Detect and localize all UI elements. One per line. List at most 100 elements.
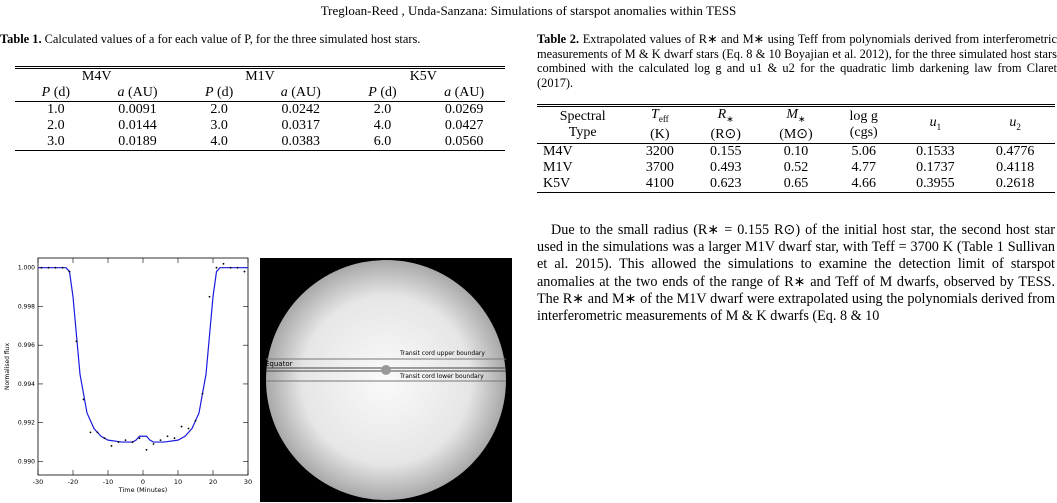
table-cell: 5.06	[851, 143, 876, 159]
star-image: Transit cord upper boundary Equator Tran…	[260, 258, 512, 502]
column-header: R∗ (R⊙)	[691, 104, 761, 144]
header-symbol: P	[41, 85, 51, 100]
table-cell: 0.0317	[281, 118, 321, 133]
model-curve	[38, 267, 248, 443]
data-point	[82, 398, 85, 401]
header-symbol: u	[929, 115, 937, 130]
table1: M4V M1V K5V P (d) a (AU) P (d) a (AU) P (d) a (A…	[15, 66, 505, 151]
header-unit: (K)	[650, 126, 670, 142]
header-subscript: 2	[1016, 121, 1021, 132]
header-subscript: ∗	[798, 113, 806, 124]
table-cell: 4.0	[178, 134, 260, 151]
y-tick-label: 0.992	[18, 420, 35, 427]
table-row: 3.0 0.0189 4.0 0.0383 6.0 0.0560	[15, 134, 505, 151]
light-curve: -30 -20 -10 0 10 20 30 0.990 0.992 0.994 0.996 0.99…	[4, 257, 252, 494]
data-point	[145, 448, 148, 451]
group-header: K5V	[341, 66, 505, 85]
group-header: M1V	[178, 66, 342, 85]
header-unit: (R⊙)	[710, 126, 741, 142]
table-cell: K5V	[537, 175, 629, 193]
table-cell: 0.4118	[996, 159, 1035, 175]
x-axis-label: Time (Minutes)	[118, 486, 168, 494]
table-cell: 0.155	[709, 143, 742, 159]
column-header: a (AU)	[96, 85, 179, 102]
data-point	[187, 427, 190, 430]
column-header: Teff (K)	[628, 104, 692, 144]
data-point	[110, 445, 113, 447]
data-point	[68, 270, 71, 273]
data-point	[131, 441, 134, 443]
header-subscript: 1	[936, 121, 942, 132]
header-symbol: u	[1009, 115, 1017, 130]
table-cell: 0.0091	[118, 102, 157, 117]
table-cell: 3.0	[15, 134, 97, 151]
x-tick-label: 10	[174, 478, 182, 486]
header-row: P (d) a (AU) P (d) a (AU) P (d) a (AU)	[15, 85, 505, 102]
header-unit: (AU)	[454, 85, 485, 100]
table-cell: M1V	[543, 159, 573, 175]
caption-text: Extrapolated values of R∗ and M∗ using T…	[537, 32, 1057, 90]
header-unit: (AU)	[127, 85, 158, 100]
data-point	[208, 295, 211, 298]
table-cell: 0.493	[709, 159, 742, 175]
column-header: P (d)	[341, 85, 424, 102]
table2-caption: Table 2. Extrapolated values of R∗ and M…	[537, 32, 1057, 90]
data-point	[124, 439, 127, 442]
table-cell: 0.52	[783, 159, 809, 175]
data-point	[47, 266, 50, 269]
data-point	[54, 266, 57, 269]
x-tick-label: 30	[244, 478, 252, 486]
column-header: log g (cgs)	[831, 104, 896, 144]
header-unit: (d)	[380, 85, 397, 100]
table-cell: 1.0	[47, 102, 65, 117]
table-cell: 0.0189	[96, 134, 179, 151]
header-symbol: P	[368, 85, 377, 100]
header-symbol: R	[717, 107, 727, 122]
lower-label: Transit cord lower boundary	[399, 373, 484, 380]
y-tick-label: 0.998	[18, 303, 35, 310]
table-row: M4V 3200 0.155 0.10 5.06 0.1533 0.4776	[537, 143, 1055, 160]
header-symbol: T	[651, 107, 659, 122]
data-point	[89, 431, 92, 434]
table-row: 2.0 0.0144 3.0 0.0317 4.0 0.0427	[15, 118, 505, 134]
x-tick-label: -10	[103, 478, 114, 486]
data-point	[117, 441, 120, 443]
table-row: K5V 4100 0.623 0.65 4.66 0.3955 0.2618	[537, 175, 1055, 193]
data-point	[243, 270, 246, 273]
table-cell: 0.1737	[916, 159, 955, 175]
data-point	[201, 392, 204, 395]
stellar-disc	[266, 260, 506, 500]
table-row: M1V 3700 0.493 0.52 4.77 0.1737 0.4118	[537, 160, 1055, 176]
data-point	[173, 437, 176, 440]
plot-frame	[37, 257, 249, 476]
data-point	[166, 435, 169, 438]
data-point	[96, 431, 99, 434]
x-tick-label: 0	[141, 478, 145, 486]
group-row: M4V M1V K5V	[15, 66, 505, 85]
table-cell: 4.77	[851, 159, 876, 175]
header-unit: (cgs)	[849, 124, 878, 140]
starspot	[381, 365, 391, 375]
header-subscript: ∗	[726, 113, 734, 124]
running-title: Tregloan-Reed , Unda-Sanzana: Simulation…	[320, 3, 737, 18]
x-tick-label: -20	[68, 478, 79, 486]
table-cell: 0.4776	[995, 143, 1035, 159]
table-cell: M4V	[543, 143, 573, 159]
header-unit: (d)	[217, 85, 234, 100]
table-cell: 0.2618	[975, 175, 1055, 193]
table-cell: 3200	[645, 143, 674, 159]
x-tick-label: 20	[209, 478, 217, 486]
data-point	[194, 419, 197, 422]
data-point	[222, 262, 225, 265]
header-subscript: eff	[658, 113, 669, 124]
data-point	[152, 443, 155, 445]
header-unit: Type	[568, 124, 597, 140]
y-tick-label: 1.000	[18, 265, 35, 272]
data-point	[75, 340, 78, 343]
y-tick-label: 0.990	[18, 458, 35, 465]
header-symbol: a	[117, 85, 125, 100]
y-tick-label: 0.996	[18, 342, 35, 349]
header-symbol: a	[280, 85, 288, 100]
column-header: a (AU)	[423, 85, 505, 102]
